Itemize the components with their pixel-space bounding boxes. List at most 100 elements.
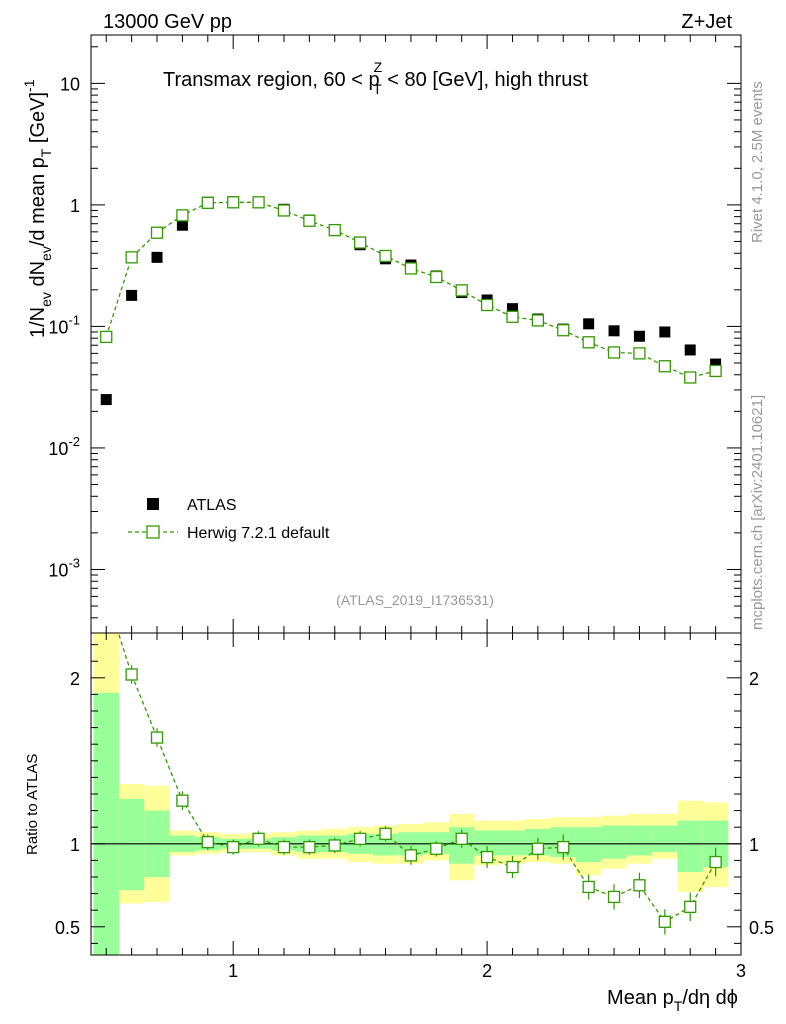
ratio-band-green bbox=[499, 830, 526, 856]
herwig-data-point bbox=[684, 371, 697, 384]
herwig-ratio-point bbox=[404, 849, 418, 862]
y-tick-label-ratio-right: 2 bbox=[749, 669, 759, 689]
ratio-band-green bbox=[93, 692, 119, 955]
herwig-line-ratio bbox=[117, 633, 717, 923]
herwig-data-point bbox=[404, 262, 418, 275]
atlas-data-point bbox=[126, 289, 138, 301]
y-tick-label-ratio-right: 0.5 bbox=[749, 918, 774, 938]
herwig-ratio-point bbox=[252, 832, 265, 845]
ratio-uncertainty-bands bbox=[93, 633, 729, 955]
y-tick-label-main: 10-1 bbox=[48, 312, 80, 337]
herwig-ratio-point bbox=[227, 840, 240, 854]
herwig-ratio-point bbox=[455, 832, 468, 845]
herwig-data-point bbox=[125, 251, 138, 264]
legend-herwig-marker bbox=[146, 525, 160, 539]
y-tick-label-main: 10-2 bbox=[48, 434, 80, 459]
herwig-series-line bbox=[105, 201, 717, 923]
ratio-band-green bbox=[677, 820, 703, 873]
herwig-ratio-point bbox=[303, 840, 316, 854]
side-label-rivet: Rivet 4.1.0, 2.5M events bbox=[749, 81, 766, 243]
y-tick-label-ratio-left: 0.5 bbox=[55, 918, 80, 938]
herwig-line-main bbox=[105, 201, 716, 379]
ratio-band-green bbox=[601, 825, 627, 859]
herwig-ratio-point bbox=[277, 840, 291, 854]
y-tick-label-ratio-right: 1 bbox=[749, 835, 759, 855]
y-tick-label-main: 10 bbox=[60, 74, 80, 94]
atlas-data-point bbox=[608, 325, 620, 337]
herwig-ratio-point bbox=[176, 794, 189, 807]
herwig-data-point bbox=[557, 324, 570, 337]
header-left-label: 13000 GeV pp bbox=[103, 11, 232, 33]
y-axis-label-main: 1/Nev dNev/d mean pT [GeV]-1 bbox=[21, 79, 54, 338]
herwig-ratio-point bbox=[430, 842, 443, 855]
atlas-data-point bbox=[633, 330, 645, 342]
atlas-data-point bbox=[151, 251, 163, 263]
herwig-ratio-point bbox=[480, 850, 494, 864]
herwig-data-point bbox=[201, 196, 214, 209]
herwig-data-point bbox=[455, 284, 468, 297]
herwig-data-point bbox=[531, 314, 545, 327]
herwig-data-point bbox=[303, 214, 316, 227]
herwig-data-point bbox=[379, 249, 392, 263]
atlas-data-point bbox=[659, 326, 671, 338]
herwig-data-point bbox=[709, 364, 722, 378]
markers bbox=[100, 196, 722, 935]
atlas-data-point bbox=[176, 219, 188, 231]
herwig-data-point bbox=[100, 330, 113, 344]
herwig-data-point bbox=[658, 360, 671, 373]
herwig-data-point bbox=[430, 270, 443, 284]
herwig-ratio-point bbox=[582, 880, 595, 894]
herwig-ratio-point bbox=[125, 668, 138, 681]
herwig-data-point bbox=[176, 209, 189, 222]
y-tick-label-ratio-left: 2 bbox=[70, 669, 80, 689]
analysis-label: (ATLAS_2019_I1736531) bbox=[336, 592, 494, 608]
y-tick-label-main: 10-3 bbox=[48, 555, 80, 580]
herwig-data-point bbox=[607, 346, 621, 359]
legend-atlas-label: ATLAS bbox=[187, 497, 237, 514]
herwig-data-point bbox=[328, 223, 341, 237]
herwig-ratio-point bbox=[328, 839, 341, 852]
herwig-data-point bbox=[150, 226, 164, 239]
herwig-ratio-point bbox=[379, 827, 392, 840]
herwig-ratio-point bbox=[658, 915, 671, 928]
axes: 1 2 3 10-3 10-2 10-1 1 10 0.5 0.5 1 1 2 2 bbox=[48, 34, 774, 981]
atlas-data-point bbox=[684, 344, 696, 356]
herwig-ratio-point bbox=[557, 840, 570, 854]
atlas-data-point bbox=[506, 303, 518, 315]
herwig-data-point bbox=[506, 310, 519, 323]
ratio-band-green bbox=[652, 825, 678, 853]
y-tick-label-main: 1 bbox=[70, 196, 80, 216]
herwig-data-point bbox=[582, 336, 595, 349]
herwig-ratio-point bbox=[531, 842, 545, 855]
herwig-data-point bbox=[353, 236, 367, 249]
herwig-data-point bbox=[252, 196, 265, 209]
herwig-data-point bbox=[277, 204, 291, 217]
legend-atlas-marker bbox=[147, 498, 159, 510]
herwig-ratio-point bbox=[709, 855, 722, 869]
herwig-ratio-point bbox=[150, 731, 164, 744]
herwig-ratio-point bbox=[633, 879, 646, 892]
y-axis-label-ratio: Ratio to ATLAS bbox=[24, 754, 41, 855]
herwig-data-point bbox=[633, 347, 646, 360]
herwig-ratio-point bbox=[684, 900, 697, 914]
x-tick-label: 3 bbox=[736, 961, 746, 981]
herwig-data-point bbox=[227, 196, 240, 209]
herwig-ratio-point bbox=[506, 860, 519, 874]
atlas-data-point bbox=[710, 358, 722, 370]
x-tick-label: 1 bbox=[228, 961, 238, 981]
atlas-data-point bbox=[100, 394, 112, 406]
herwig-ratio-point bbox=[607, 890, 621, 904]
plot-title: Transmax region, 60 < pZ T < 80 [GeV], hi… bbox=[163, 59, 588, 97]
herwig-ratio-point bbox=[201, 835, 214, 849]
atlas-data-point bbox=[583, 318, 595, 330]
x-axis-label: Mean pT/dη dϕ bbox=[607, 987, 738, 1014]
y-tick-label-ratio-left: 1 bbox=[70, 835, 80, 855]
ratio-plot-frame bbox=[90, 632, 742, 956]
ratio-band-green bbox=[118, 798, 145, 891]
legend-herwig-label: Herwig 7.2.1 default bbox=[187, 525, 330, 542]
ratio-band-green bbox=[626, 825, 653, 856]
side-label-mcplots: mcplots.cern.ch [arXiv:2401.10621] bbox=[749, 395, 766, 630]
x-tick-label: 2 bbox=[482, 961, 492, 981]
header-right-label: Z+Jet bbox=[681, 11, 732, 33]
